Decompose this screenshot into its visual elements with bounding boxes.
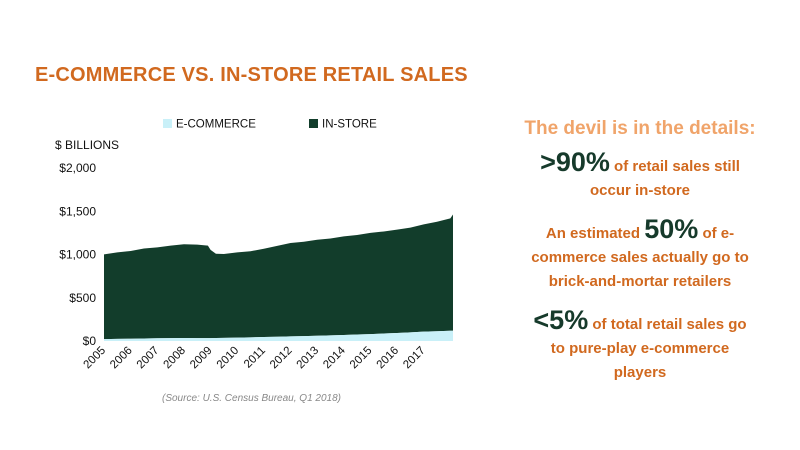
stat-instore-share: >90% of retail sales still occur in-stor… — [505, 147, 775, 203]
x-tick-label: 2006 — [108, 345, 135, 372]
y-tick-label: $1,500 — [59, 204, 96, 218]
stat-pureplay-text-2: to pure-play e-commerce — [550, 340, 730, 357]
x-tick-label: 2008 — [161, 345, 188, 372]
chart-title: E-COMMERCE VS. IN-STORE RETAIL SALES — [35, 64, 468, 86]
area-ecommerce — [104, 330, 453, 341]
y-axis: $0 $500 $1,000 $1,500 $2,000 — [59, 161, 96, 348]
legend-label-ecommerce: E-COMMERCE — [176, 119, 256, 131]
x-tick-label: 2009 — [188, 345, 215, 372]
stat-brick-mortar-value: 50% — [644, 214, 699, 244]
stat-instore-value: >90% — [540, 147, 610, 177]
x-tick-label: 2013 — [295, 345, 322, 372]
stat-brick-mortar-text-3: brick-and-mortar retailers — [548, 273, 732, 290]
legend-swatch-instore — [309, 119, 318, 128]
x-tick-label: 2017 — [401, 345, 428, 372]
x-tick-label: 2014 — [321, 344, 348, 371]
source-note: (Source: U.S. Census Bureau, Q1 2018) — [162, 393, 341, 404]
y-tick-label: $500 — [69, 291, 96, 305]
x-tick-label: 2005 — [82, 345, 109, 372]
x-tick-label: 2012 — [268, 345, 295, 372]
x-axis: 2005 2006 2007 2008 2009 2010 2011 2012 2013 2014… — [82, 344, 428, 371]
stat-instore-text-2: occur in-store — [589, 182, 691, 199]
x-tick-label: 2016 — [375, 345, 402, 372]
plot-area — [104, 214, 453, 341]
stat-brick-mortar-text-1: of e- — [702, 225, 735, 242]
y-tick-label: $0 — [83, 334, 97, 348]
y-tick-label: $2,000 — [59, 161, 96, 175]
y-tick-label: $1,000 — [59, 248, 96, 262]
panel-heading: The devil is in the details: — [524, 118, 756, 139]
area-instore — [104, 214, 453, 340]
stat-pureplay-value: <5% — [533, 305, 589, 335]
legend: E-COMMERCE IN-STORE — [163, 119, 377, 131]
x-tick-label: 2011 — [242, 345, 268, 371]
stat-pureplay-text-3: players — [613, 364, 667, 381]
stat-brick-mortar-text-2: commerce sales actually go to — [531, 249, 749, 266]
legend-swatch-ecommerce — [163, 119, 172, 128]
x-tick-label: 2010 — [215, 345, 242, 372]
details-panel: The devil is in the details: >90% of ret… — [505, 118, 775, 399]
stat-brick-mortar-share: An estimated 50% of e- commerce sales ac… — [505, 214, 775, 294]
stat-pureplay-share: <5% of total retail sales go to pure-pla… — [505, 305, 775, 385]
stat-instore-text-1: of retail sales still — [614, 158, 740, 175]
x-tick-label: 2015 — [348, 345, 375, 372]
legend-label-instore: IN-STORE — [322, 119, 377, 131]
stat-brick-mortar-pre: An estimated — [545, 225, 641, 242]
y-axis-label: $ BILLIONS — [55, 138, 119, 152]
x-tick-label: 2007 — [135, 345, 162, 372]
stat-pureplay-text-1: of total retail sales go — [592, 316, 747, 333]
